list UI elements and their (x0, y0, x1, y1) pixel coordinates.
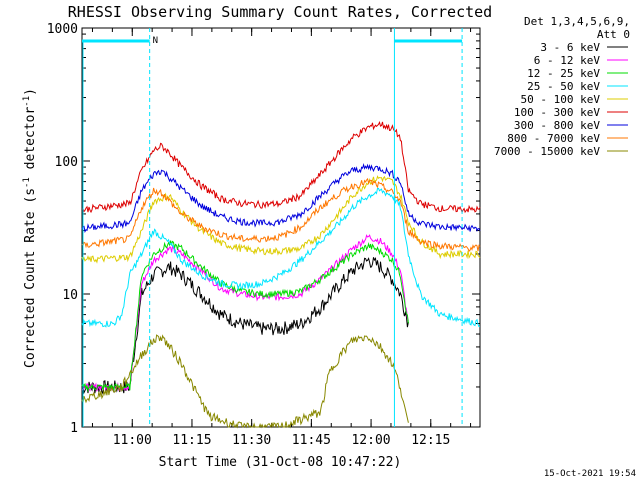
y-tick-label: 10 (62, 288, 78, 303)
series-line (81, 120, 481, 214)
series-line (81, 175, 481, 264)
timestamp: 15-Oct-2021 19:54 (544, 469, 636, 479)
status-bars: N (82, 28, 463, 427)
series-line (81, 240, 409, 393)
series-line (81, 334, 409, 429)
legend-label: 300 - 800 keV (514, 119, 600, 132)
legend-label: 12 - 25 keV (527, 67, 600, 80)
x-tick-label: 12:00 (351, 433, 390, 448)
legend-header: Det 1,3,4,5,6,9, (524, 15, 630, 28)
chart-title: RHESSI Observing Summary Count Rates, Co… (68, 3, 492, 21)
series-lines (81, 120, 481, 429)
series-line (81, 187, 481, 328)
series-line (81, 234, 409, 393)
series-line (81, 177, 481, 252)
legend-label: 100 - 300 keV (514, 106, 600, 119)
y-tick-label: 1000 (47, 22, 78, 37)
legend-label: 7000 - 15000 keV (494, 145, 600, 158)
legend-label: 800 - 7000 keV (507, 132, 600, 145)
status-label: N (153, 36, 158, 46)
series-line (81, 256, 409, 396)
legend-label: 25 - 50 keV (527, 80, 600, 93)
y-tick-label: 1 (70, 421, 78, 436)
x-tick-label: 11:30 (232, 433, 271, 448)
x-tick-label: 11:15 (172, 433, 211, 448)
legend-label: 6 - 12 keV (534, 54, 601, 67)
x-tick-label: 11:45 (292, 433, 331, 448)
x-tick-label: 12:15 (411, 433, 450, 448)
legend-label: 3 - 6 keV (540, 41, 600, 54)
legend-label: 50 - 100 keV (521, 93, 601, 106)
x-axis-label: Start Time (31-Oct-08 10:47:22) (159, 455, 402, 470)
x-tick-label: 11:00 (113, 433, 152, 448)
legend-header: Att 0 (597, 28, 630, 41)
y-axis-label: Corrected Count Rate (s-1 detector-1) (22, 88, 38, 368)
y-tick-label: 100 (55, 155, 78, 170)
series-line (81, 163, 481, 233)
plot-frame (81, 27, 481, 428)
